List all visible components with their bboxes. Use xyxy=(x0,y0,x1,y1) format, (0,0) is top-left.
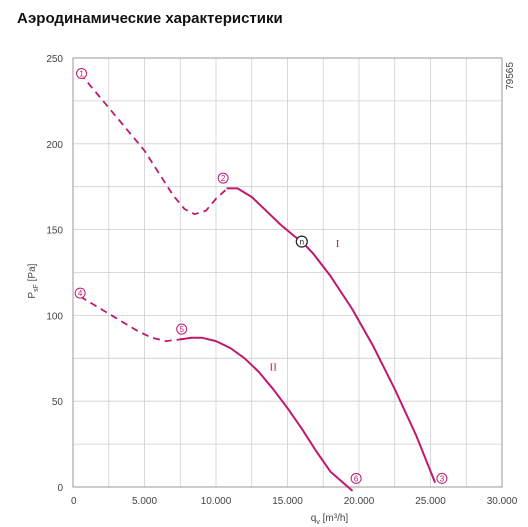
marker-circle xyxy=(436,472,448,484)
marker-circle xyxy=(76,67,88,79)
marker-5: 5 xyxy=(176,323,188,335)
plot-frame xyxy=(72,57,503,488)
tick-labels: 0 5.000 10.000 15.000 20.000 25.000 30.000 0 50 1… xyxy=(46,54,517,507)
y-tick-label: 250 xyxy=(46,54,63,65)
curve-annotation: I xyxy=(336,238,340,250)
marker-4: 4 xyxy=(74,287,86,299)
y-tick-label: 50 xyxy=(52,397,64,408)
curve-2-dashed-segment xyxy=(79,295,192,342)
marker-3: 3 xyxy=(436,472,448,484)
y-tick-label: 150 xyxy=(46,226,63,237)
x-tick-label: 0 xyxy=(71,496,77,507)
operating-point: n xyxy=(295,235,308,248)
axes xyxy=(72,57,503,488)
marker-circle xyxy=(217,172,229,184)
y-axis-label: PsF [Pa] xyxy=(27,263,40,298)
marker-2: 2 xyxy=(217,172,229,184)
x-tick-label: 20.000 xyxy=(344,496,375,507)
y-tick-label: 100 xyxy=(46,311,63,322)
marker-circle xyxy=(176,323,188,335)
marker-6: 6 xyxy=(350,472,362,484)
drawing-code: 79565 xyxy=(505,62,516,90)
x-tick-label: 25.000 xyxy=(415,496,446,507)
operating-point-circle xyxy=(295,235,308,248)
y-tick-label: 0 xyxy=(57,483,63,494)
curve-annotation: II xyxy=(270,361,278,373)
chart-title: Аэродинамические характеристики xyxy=(17,10,283,27)
grid xyxy=(73,58,502,487)
x-tick-label: 5.000 xyxy=(132,496,157,507)
curve-1-solid-segment xyxy=(226,187,436,483)
marker-circle xyxy=(74,287,86,299)
marker-number: 1 xyxy=(79,69,84,78)
marker-circle xyxy=(350,472,362,484)
marker-number: 5 xyxy=(179,325,184,334)
x-axis-label: qv [m³/h] xyxy=(311,513,349,526)
marker-number: 6 xyxy=(354,474,359,483)
operating-point-label: n xyxy=(300,238,304,247)
marker-number: 2 xyxy=(221,174,226,183)
axis-labels: 79565 qv [m³/h] PsF [Pa] xyxy=(27,62,516,526)
x-tick-label: 10.000 xyxy=(201,496,232,507)
x-tick-label: 15.000 xyxy=(272,496,303,507)
marker-number: 4 xyxy=(78,289,83,298)
x-tick-label: 30.000 xyxy=(487,496,518,507)
curve-2-solid-segment xyxy=(179,336,353,492)
curves xyxy=(79,72,436,492)
marker-number: 3 xyxy=(440,474,445,483)
marker-1: 1 xyxy=(76,67,88,79)
y-tick-label: 200 xyxy=(46,140,63,151)
